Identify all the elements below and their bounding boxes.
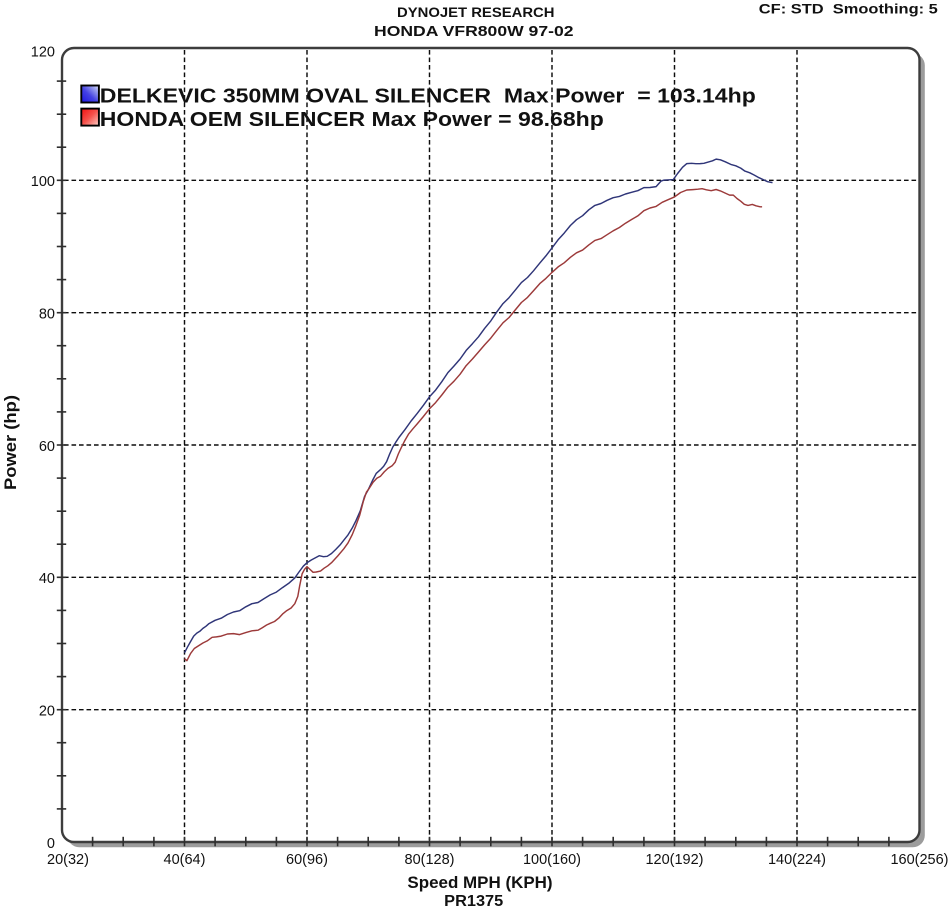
svg-text:60(96): 60(96) (286, 852, 328, 868)
svg-text:20(32): 20(32) (47, 852, 89, 868)
svg-text:40: 40 (39, 571, 55, 587)
svg-text:160(256): 160(256) (890, 852, 948, 868)
svg-text:DELKEVIC 350MM OVAL SILENCER: DELKEVIC 350MM OVAL SILENCER Max Power =… (100, 84, 756, 107)
svg-text:DYNOJET RESEARCH: DYNOJET RESEARCH (397, 5, 555, 20)
svg-text:HONDA VFR800W 97-02: HONDA VFR800W 97-02 (374, 23, 574, 40)
svg-text:80(128): 80(128) (405, 852, 455, 868)
svg-text:120: 120 (31, 45, 55, 61)
svg-text:40(64): 40(64) (164, 852, 206, 868)
svg-text:PR1375: PR1375 (444, 893, 503, 909)
svg-text:100(160): 100(160) (523, 852, 581, 868)
svg-text:140(224): 140(224) (768, 852, 826, 868)
svg-text:20: 20 (39, 704, 55, 720)
svg-text:Power (hp): Power (hp) (1, 395, 20, 490)
svg-text:HONDA OEM SILENCER Max Power =: HONDA OEM SILENCER Max Power = 98.68hp (100, 108, 604, 131)
svg-text:Speed MPH (KPH): Speed MPH (KPH) (407, 873, 552, 892)
svg-text:100: 100 (31, 174, 55, 190)
svg-text:60: 60 (39, 439, 55, 455)
svg-text:120(192): 120(192) (645, 852, 703, 868)
svg-text:0: 0 (47, 836, 55, 852)
svg-text:80: 80 (39, 307, 55, 323)
svg-text:CF: STD Smoothing: 5: CF: STD Smoothing: 5 (759, 1, 939, 16)
